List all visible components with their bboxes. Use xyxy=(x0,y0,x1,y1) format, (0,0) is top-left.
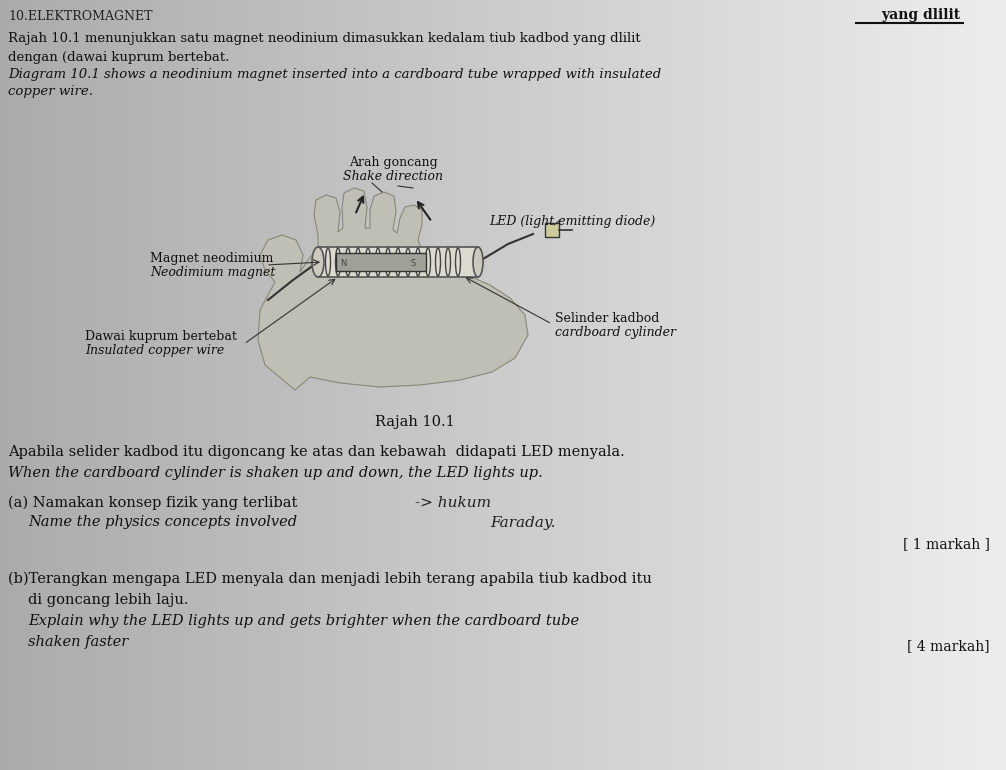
Text: yang dlilit: yang dlilit xyxy=(881,8,960,22)
Text: Rajah 10.1: Rajah 10.1 xyxy=(375,415,455,429)
Bar xyxy=(545,223,559,237)
Text: cardboard cylinder: cardboard cylinder xyxy=(555,326,676,339)
Text: Arah goncang: Arah goncang xyxy=(349,156,438,169)
Text: (a) Namakan konsep fizik yang terlibat: (a) Namakan konsep fizik yang terlibat xyxy=(8,496,298,511)
Ellipse shape xyxy=(312,247,324,277)
Text: Faraday.: Faraday. xyxy=(490,516,555,530)
Text: Neodimium magnet: Neodimium magnet xyxy=(150,266,276,279)
Polygon shape xyxy=(258,188,528,390)
Text: Selinder kadbod: Selinder kadbod xyxy=(555,312,659,325)
Ellipse shape xyxy=(473,247,483,277)
Text: N: N xyxy=(340,259,346,267)
Text: copper wire.: copper wire. xyxy=(8,85,93,98)
Text: -> hukum: -> hukum xyxy=(415,496,491,510)
Text: dengan (dawai kuprum bertebat.: dengan (dawai kuprum bertebat. xyxy=(8,51,229,64)
Text: [ 4 markah]: [ 4 markah] xyxy=(907,639,990,653)
Text: (b)Terangkan mengapa LED menyala dan menjadi lebih terang apabila tiub kadbod it: (b)Terangkan mengapa LED menyala dan men… xyxy=(8,572,652,587)
Text: Magnet neodimium: Magnet neodimium xyxy=(150,252,274,265)
Text: Apabila selider kadbod itu digoncang ke atas dan kebawah  didapati LED menyala.: Apabila selider kadbod itu digoncang ke … xyxy=(8,445,625,459)
Text: Name the physics concepts involved: Name the physics concepts involved xyxy=(28,515,297,529)
Text: 10.ELEKTROMAGNET: 10.ELEKTROMAGNET xyxy=(8,10,153,23)
Text: Dawai kuprum bertebat: Dawai kuprum bertebat xyxy=(85,330,236,343)
Bar xyxy=(318,247,478,277)
Text: shaken faster: shaken faster xyxy=(28,635,128,649)
Text: Explain why the LED lights up and gets brighter when the cardboard tube: Explain why the LED lights up and gets b… xyxy=(28,614,579,628)
Text: Diagram 10.1 shows a neodinium magnet inserted into a cardboard tube wrapped wit: Diagram 10.1 shows a neodinium magnet in… xyxy=(8,68,661,81)
Text: Shake direction: Shake direction xyxy=(343,170,443,183)
Text: [ 1 markah ]: [ 1 markah ] xyxy=(903,537,990,551)
Text: LED (light emitting diode): LED (light emitting diode) xyxy=(489,215,655,228)
Text: When the cardboard cylinder is shaken up and down, the LED lights up.: When the cardboard cylinder is shaken up… xyxy=(8,466,543,480)
Text: S: S xyxy=(410,259,415,267)
Text: di goncang lebih laju.: di goncang lebih laju. xyxy=(28,593,188,607)
Text: Insulated copper wire: Insulated copper wire xyxy=(85,344,224,357)
Bar xyxy=(336,253,426,271)
Text: Rajah 10.1 menunjukkan satu magnet neodinium dimasukkan kedalam tiub kadbod yang: Rajah 10.1 menunjukkan satu magnet neodi… xyxy=(8,32,641,45)
